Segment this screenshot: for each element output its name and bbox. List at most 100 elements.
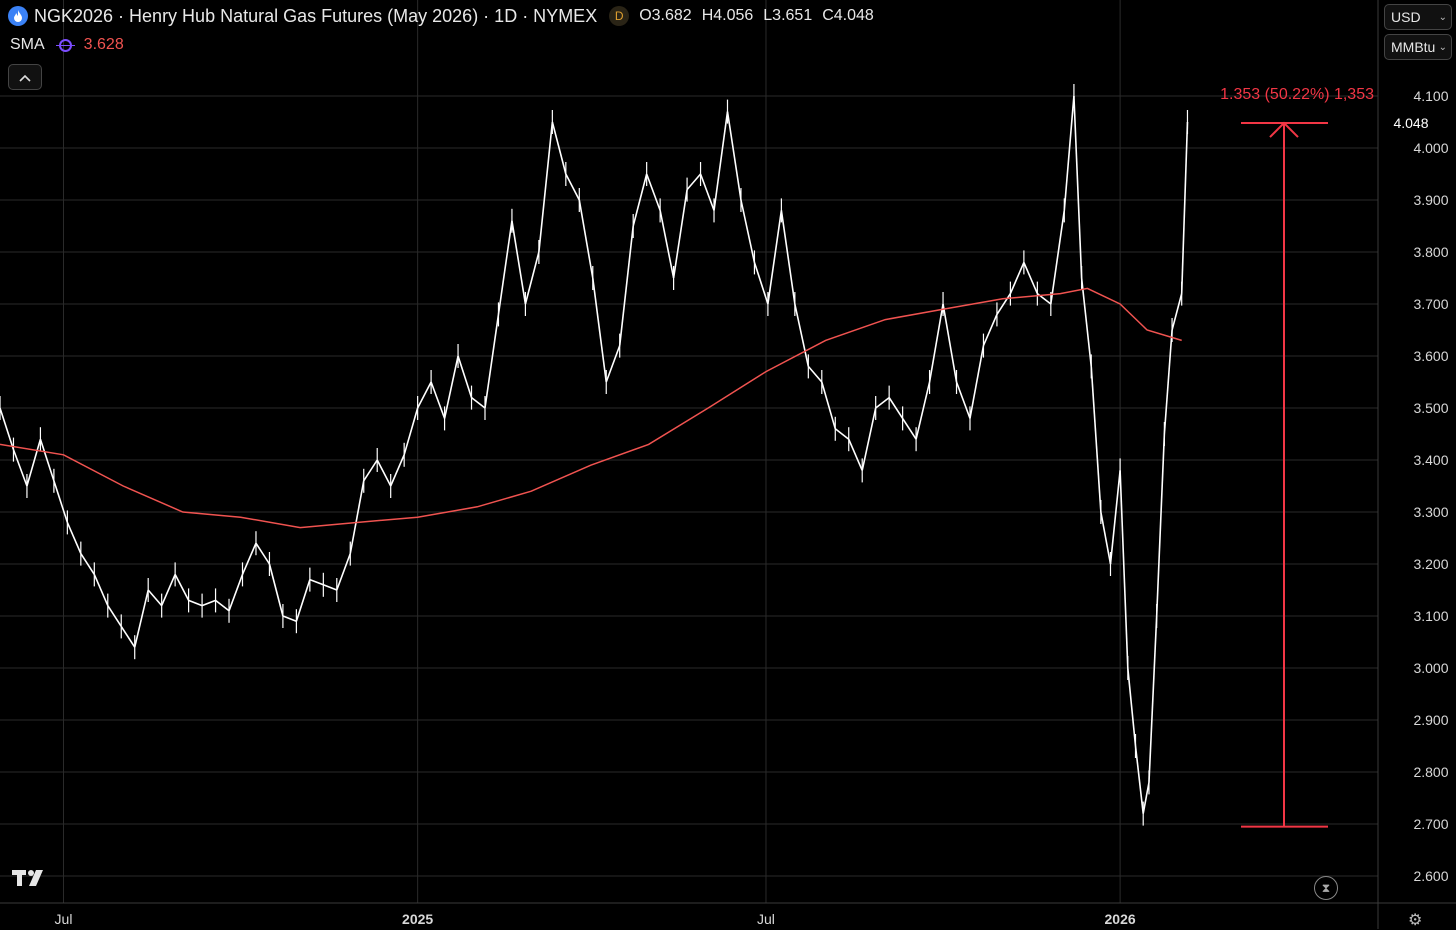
price-segment bbox=[565, 173, 581, 201]
price-segment bbox=[241, 542, 257, 575]
y-tick-label: 4.100 bbox=[1413, 88, 1448, 104]
last-price-badge bbox=[1382, 113, 1450, 134]
unit-select[interactable]: MMBtu ⌄ bbox=[1384, 34, 1452, 60]
price-segment bbox=[888, 397, 904, 419]
price-segment bbox=[1100, 511, 1112, 565]
sma-value: 3.628 bbox=[83, 36, 124, 53]
price-segment bbox=[295, 579, 311, 622]
price-segment bbox=[726, 111, 742, 201]
price-segment bbox=[26, 438, 42, 487]
measure-arrow-icon bbox=[1269, 121, 1299, 138]
price-segment bbox=[551, 121, 567, 175]
x-tick-label: Jul bbox=[757, 911, 775, 927]
price-segment bbox=[1180, 121, 1189, 294]
price-segment bbox=[834, 428, 850, 440]
price-segment bbox=[107, 605, 122, 627]
price-segment bbox=[780, 210, 796, 305]
price-segment bbox=[1009, 262, 1025, 294]
price-segment bbox=[861, 407, 877, 471]
price-segment bbox=[969, 345, 985, 419]
price-segment bbox=[471, 396, 486, 409]
hourglass-icon[interactable]: ⧗ bbox=[1314, 876, 1338, 900]
y-tick-label: 2.900 bbox=[1413, 712, 1448, 728]
price-segment bbox=[982, 314, 998, 346]
price-segment bbox=[39, 438, 55, 482]
price-segment bbox=[1090, 366, 1102, 513]
price-segment bbox=[160, 574, 176, 606]
price-segment bbox=[497, 220, 513, 315]
price-segment bbox=[228, 574, 244, 612]
x-tick-label: 2026 bbox=[1105, 911, 1136, 927]
price-segment bbox=[618, 225, 634, 346]
y-tick-label: 3.300 bbox=[1413, 504, 1448, 520]
flame-icon bbox=[8, 6, 28, 26]
price-segment bbox=[955, 381, 971, 419]
ohlc-open: O3.682 bbox=[639, 7, 692, 24]
price-segment bbox=[1109, 470, 1121, 565]
price-segment bbox=[928, 303, 944, 383]
y-tick-label: 3.500 bbox=[1413, 400, 1448, 416]
price-segment bbox=[215, 599, 230, 612]
price-segment bbox=[767, 210, 783, 305]
sma-line bbox=[0, 287, 1182, 529]
price-segment bbox=[389, 454, 405, 487]
price-segment bbox=[403, 407, 419, 456]
price-segment bbox=[1127, 667, 1137, 747]
price-segment bbox=[309, 578, 324, 586]
price-segment bbox=[188, 599, 203, 607]
price-segment bbox=[699, 173, 715, 211]
price-segment bbox=[996, 293, 1012, 315]
price-segment bbox=[901, 417, 917, 440]
y-tick-label: 2.700 bbox=[1413, 816, 1448, 832]
currency-value: USD bbox=[1391, 9, 1421, 25]
y-tick-label: 3.200 bbox=[1413, 556, 1448, 572]
price-segment bbox=[336, 553, 352, 591]
price-segment bbox=[457, 355, 473, 398]
price-segment bbox=[578, 199, 594, 279]
x-tick-label: Jul bbox=[55, 911, 73, 927]
y-tick-label: 3.900 bbox=[1413, 192, 1448, 208]
price-segment bbox=[807, 365, 823, 383]
y-tick-label: 3.100 bbox=[1413, 608, 1448, 624]
currency-select[interactable]: USD ⌄ bbox=[1384, 4, 1452, 30]
price-segment bbox=[12, 449, 28, 487]
y-tick-label: 3.700 bbox=[1413, 296, 1448, 312]
y-tick-label: 3.600 bbox=[1413, 348, 1448, 364]
price-segment bbox=[120, 625, 136, 648]
y-tick-label: 3.000 bbox=[1413, 660, 1448, 676]
price-segment bbox=[443, 355, 459, 419]
price-segment bbox=[511, 220, 527, 305]
price-segment bbox=[282, 615, 297, 622]
price-segment bbox=[416, 381, 432, 409]
symbol-title[interactable]: NGK2026 · Henry Hub Natural Gas Futures … bbox=[34, 5, 598, 26]
sma-legend[interactable]: SMA 3.628 bbox=[10, 34, 124, 56]
x-tick-label: 2025 bbox=[402, 911, 433, 927]
symbol-header: NGK2026 · Henry Hub Natural Gas Futures … bbox=[8, 4, 884, 28]
price-segment bbox=[753, 262, 769, 305]
price-segment bbox=[133, 589, 149, 648]
price-segment bbox=[794, 303, 810, 367]
price-segment bbox=[659, 210, 675, 279]
price-segment bbox=[1148, 615, 1158, 783]
ohlc-high: H4.056 bbox=[701, 7, 754, 24]
gear-icon[interactable]: ⚙ bbox=[1408, 912, 1423, 929]
price-segment bbox=[1050, 210, 1066, 305]
tradingview-logo[interactable] bbox=[12, 867, 50, 892]
data-delay-badge[interactable]: D bbox=[609, 6, 630, 26]
price-segment bbox=[147, 589, 163, 607]
price-segment bbox=[66, 522, 82, 554]
collapse-legend-button[interactable] bbox=[8, 64, 42, 90]
unit-value: MMBtu bbox=[1391, 39, 1436, 55]
ohlc-low: L3.651 bbox=[763, 7, 813, 24]
price-segment bbox=[645, 173, 661, 211]
price-segment bbox=[1163, 329, 1173, 435]
last-price-label: 4.048 bbox=[1393, 115, 1428, 131]
price-segment bbox=[632, 173, 648, 227]
chevron-up-icon bbox=[19, 69, 31, 85]
price-segment bbox=[740, 199, 756, 263]
ohlc-close: C4.048 bbox=[822, 7, 874, 24]
price-segment bbox=[1073, 95, 1083, 279]
price-segment bbox=[1023, 262, 1039, 294]
price-segment bbox=[1063, 95, 1075, 211]
